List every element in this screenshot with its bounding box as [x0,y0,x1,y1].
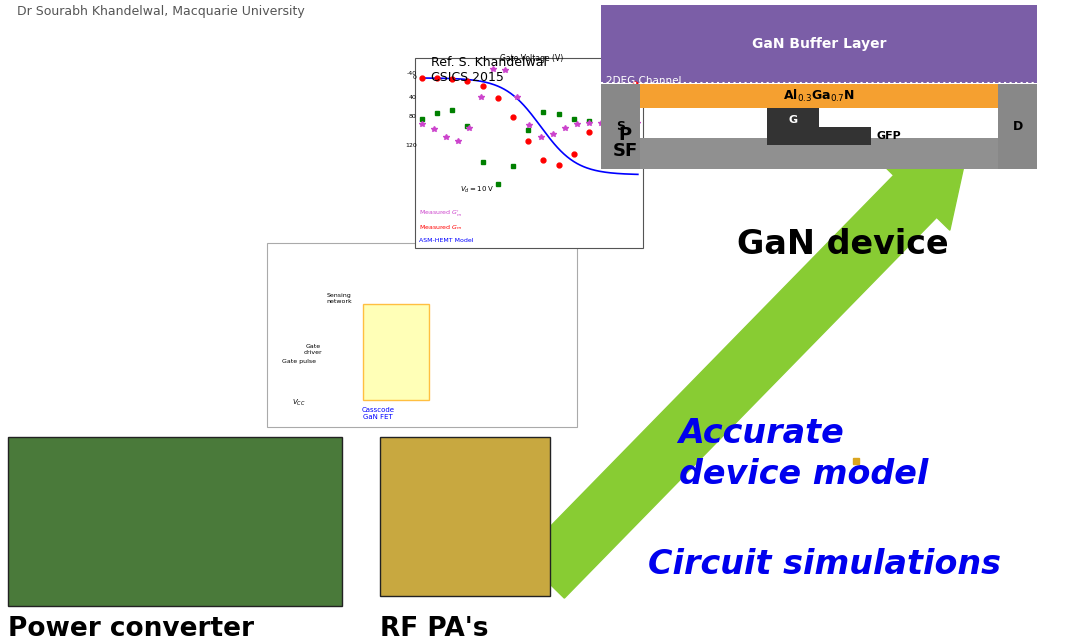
Text: 2DEG Channel: 2DEG Channel [606,76,681,86]
Text: 40: 40 [409,95,417,100]
Text: Ref. S. Khandelwal
CSICS 2015: Ref. S. Khandelwal CSICS 2015 [431,55,548,84]
Bar [602,84,1037,108]
Text: Power converter: Power converter [8,616,254,642]
Text: GFP: GFP [876,131,901,140]
Bar [767,108,819,142]
Text: Al$_{0.3}$Ga$_{0.7}$N: Al$_{0.3}$Ga$_{0.7}$N [783,88,855,104]
Text: Gate pulse: Gate pulse [282,359,315,364]
Text: SF: SF [612,142,638,160]
Polygon shape [522,141,970,598]
Text: Accurate
device model: Accurate device model [678,417,928,491]
Text: $V_{CC}$: $V_{CC}$ [292,398,306,408]
Bar [8,437,342,606]
Bar [767,126,872,145]
Bar [267,243,577,427]
Bar [415,59,643,247]
Bar [602,84,640,169]
Bar [998,84,1037,169]
Text: S: S [617,120,625,133]
Text: Circuit simulations: Circuit simulations [648,548,1000,581]
Text: Measured $G_m'$: Measured $G_m'$ [419,209,462,219]
Text: Dr Sourabh Khandelwal, Macquarie University: Dr Sourabh Khandelwal, Macquarie Univers… [17,5,306,18]
FancyBboxPatch shape [363,304,430,400]
Text: ASM-HEMT Model: ASM-HEMT Model [419,238,473,243]
Text: GaN Buffer Layer: GaN Buffer Layer [752,37,887,51]
Text: RF PA's: RF PA's [380,616,488,642]
Bar [380,437,550,596]
Bar [602,5,1037,82]
Text: -40: -40 [407,71,417,75]
Text: $V_d = 10$ V: $V_d = 10$ V [460,184,495,194]
Text: Gate
driver: Gate driver [303,345,323,355]
Text: Casscode
GaN FET: Casscode GaN FET [362,408,394,421]
Text: D: D [1012,120,1023,133]
Text: Measured $G_m$: Measured $G_m$ [419,223,462,232]
Text: Gate Voltage (V): Gate Voltage (V) [500,54,563,63]
Bar [640,138,998,169]
Text: Sensing
network: Sensing network [326,293,352,304]
Text: GaN device: GaN device [737,228,948,261]
Text: 80: 80 [409,114,417,119]
Text: G: G [788,115,797,125]
Text: 120: 120 [405,143,417,148]
Text: 0: 0 [413,75,417,80]
Text: P: P [619,126,632,144]
